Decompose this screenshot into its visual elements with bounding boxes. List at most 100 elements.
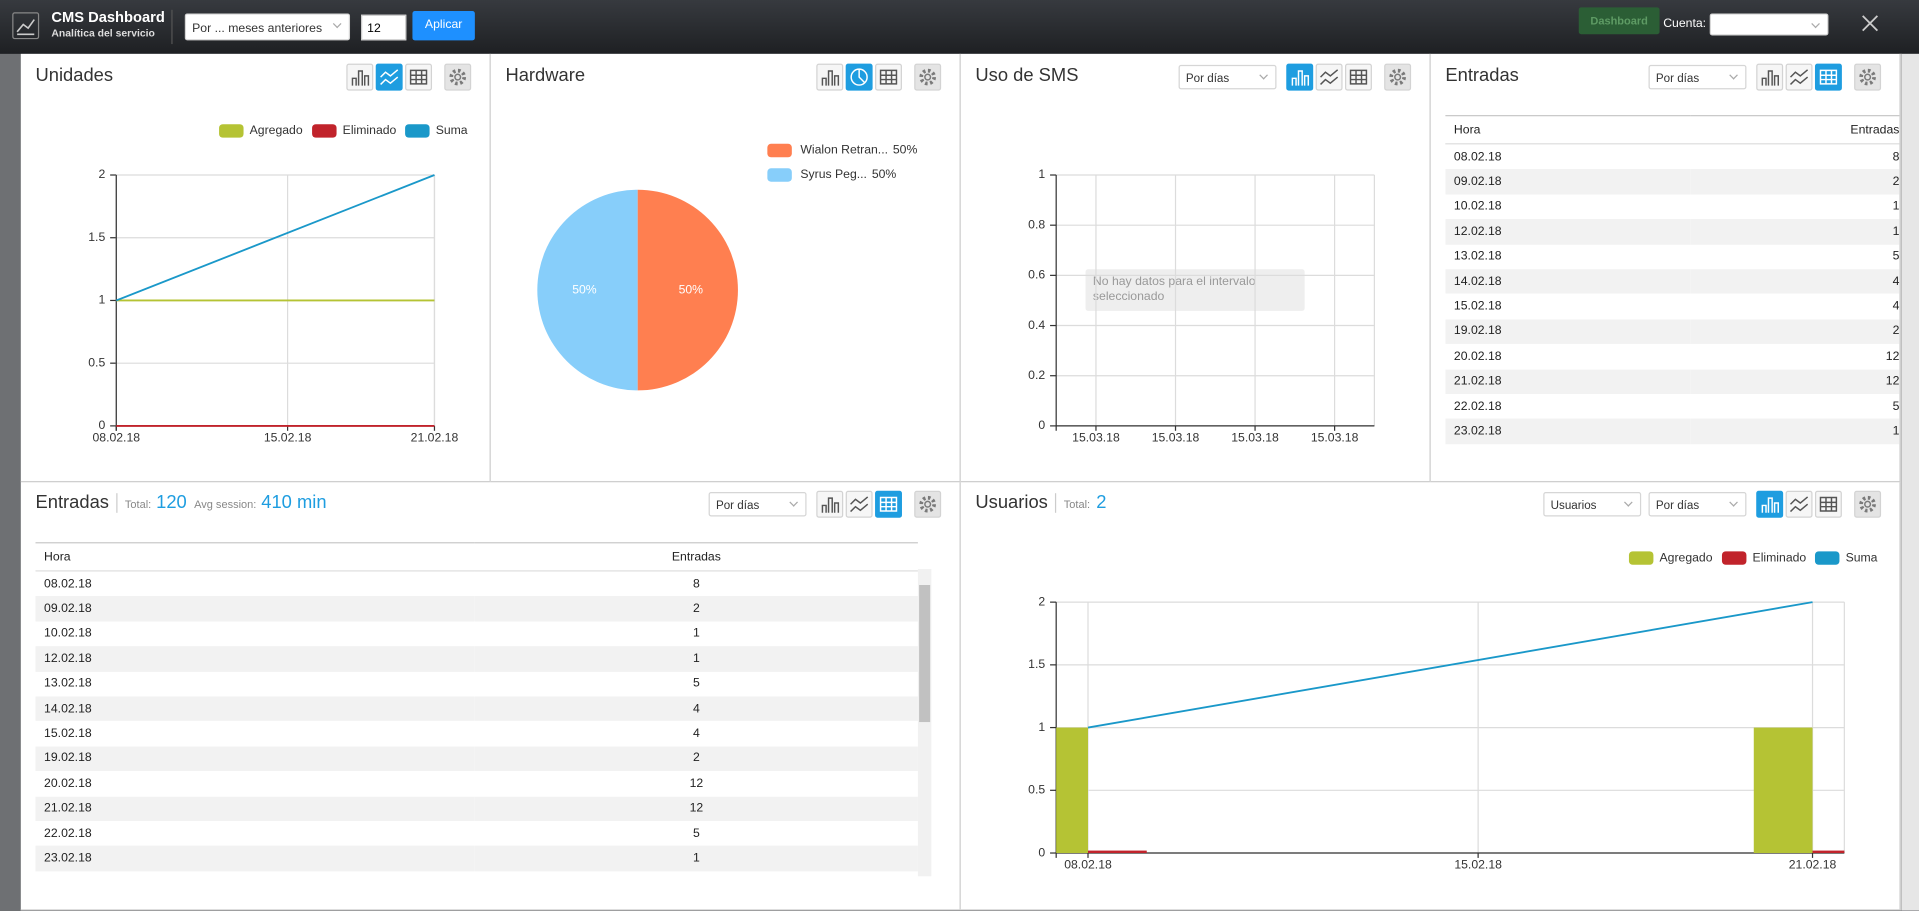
settings-button[interactable] [914,490,942,518]
dropdown[interactable]: Por días [1178,64,1277,90]
table-cell: 2 [1892,324,1900,339]
chart-type-button[interactable] [1785,490,1813,518]
column-header[interactable]: Entradas [1690,115,1900,145]
table-row: 15.02.18 4 [1445,294,1899,319]
header-row: Hora Entradas [35,542,918,572]
table-cell: 5 [692,826,700,841]
chart-type-button[interactable] [1286,63,1314,91]
chart-type-button[interactable] [1814,63,1842,91]
chart-type-button[interactable] [816,63,844,91]
table-cell: 21.02.18 [1453,374,1502,389]
column-header[interactable]: Entradas [474,542,918,572]
settings-button[interactable] [914,63,942,91]
panel [490,53,961,483]
panel [20,53,491,483]
panel-title: Uso de SMS [975,65,1078,86]
icon [850,496,869,513]
table-cell: 21.02.18 [44,801,92,816]
table-cell: 23.02.18 [1453,424,1502,439]
table-cell: 14.02.18 [44,702,92,716]
account-select[interactable] [1709,13,1829,36]
title-text: Unidades [35,64,114,86]
table-cell: 1 [1892,424,1900,439]
chart-type-button[interactable] [875,490,902,518]
close-button[interactable] [1860,13,1880,33]
app-subtitle: Analítica del servicio [51,26,155,40]
table-cell: 12 [689,776,704,791]
total-label: Total: [124,498,152,511]
panel [960,482,1901,911]
apply-button[interactable]: Aplicar [412,11,475,41]
avg-label: Avg session: [194,498,257,511]
icon [1862,15,1879,32]
table-row: 23.02.18 1 [35,846,918,871]
icon [1859,68,1876,86]
icon [1389,68,1406,86]
icon [351,70,370,86]
table-cell: 12 [689,801,704,816]
table-row: 09.02.18 2 [35,596,918,622]
table-row: 21.02.18 12 [35,796,918,822]
chart-type-button[interactable] [346,63,374,91]
data-table: Hora Entradas 08.02.18 8 09.02.18 2 10.02.18 1 1… [35,542,918,871]
icon [1349,69,1368,85]
chart-type-button[interactable] [816,490,844,518]
chart-type-button[interactable] [1315,63,1343,91]
table-cell: 2 [1892,175,1900,189]
total-value: 2 [1096,491,1107,513]
chart-type-button[interactable] [845,490,873,518]
column-header[interactable]: Hora [1445,115,1691,145]
chart-type-button[interactable] [375,63,403,91]
dropdown[interactable]: Por días [1648,64,1747,90]
scroll-strip [1900,53,1919,911]
table-row: 19.02.18 2 [35,746,918,772]
avg-value: 410 min [261,491,327,513]
dropdown[interactable]: Por días [1648,491,1747,517]
dropdown[interactable]: Por días [708,491,807,517]
dropdown[interactable]: Usuarios [1543,491,1642,517]
chart-type-button[interactable] [1756,63,1784,91]
table-row: 10.02.18 1 [35,621,917,646]
chart-type-button[interactable] [1785,63,1813,91]
icon [1789,69,1809,85]
icon [879,69,898,85]
table-body: 08.02.18 8 09.02.18 2 10.02.18 1 12.02.18 1 13.0… [35,571,918,871]
table-cell: 22.02.18 [1453,399,1502,414]
settings-button[interactable] [1854,63,1882,91]
panel-title: Entradas Total: 120 Avg session: 410 min [35,492,326,513]
table-cell: 1 [692,652,700,666]
table-cell: 5 [1892,399,1900,414]
column-header[interactable]: Hora [35,542,475,572]
table-cell: 2 [692,751,700,766]
panel-title: Entradas [1445,64,1519,86]
icon [821,497,840,513]
dashboard-button[interactable]: Dashboard [1578,7,1660,35]
icon [449,68,467,86]
scroll-thumb[interactable] [919,585,931,723]
header: CMS Dashboard Analítica del servicio Por… [0,0,1919,54]
title-text: Uso de SMS [975,64,1079,86]
icon [1761,70,1779,86]
scrollbar[interactable] [917,569,932,877]
settings-button[interactable] [1384,63,1412,91]
chart-type-button[interactable] [405,63,433,91]
chart-type-button[interactable] [1345,63,1372,91]
icon [1320,69,1339,85]
count-input[interactable]: 12 [361,14,407,41]
chart-type-button[interactable] [875,63,902,91]
table-head: Hora Entradas [1445,115,1900,145]
table-cell: 22.02.18 [44,826,92,841]
chart-type-button[interactable] [845,63,873,91]
chart-type-button[interactable] [1814,490,1842,518]
table-cell: 12 [1885,349,1900,364]
icon [919,495,937,513]
settings-button[interactable] [444,63,472,91]
header-row: Hora Entradas [1445,115,1900,145]
settings-button[interactable] [1854,490,1882,518]
table-row: 20.02.18 12 [1445,344,1899,369]
period-select[interactable]: Por ... meses anteriores [184,13,351,41]
icon [1789,496,1809,513]
chart-type-button[interactable] [1756,490,1784,518]
table-cell: 12.02.18 [44,652,92,666]
